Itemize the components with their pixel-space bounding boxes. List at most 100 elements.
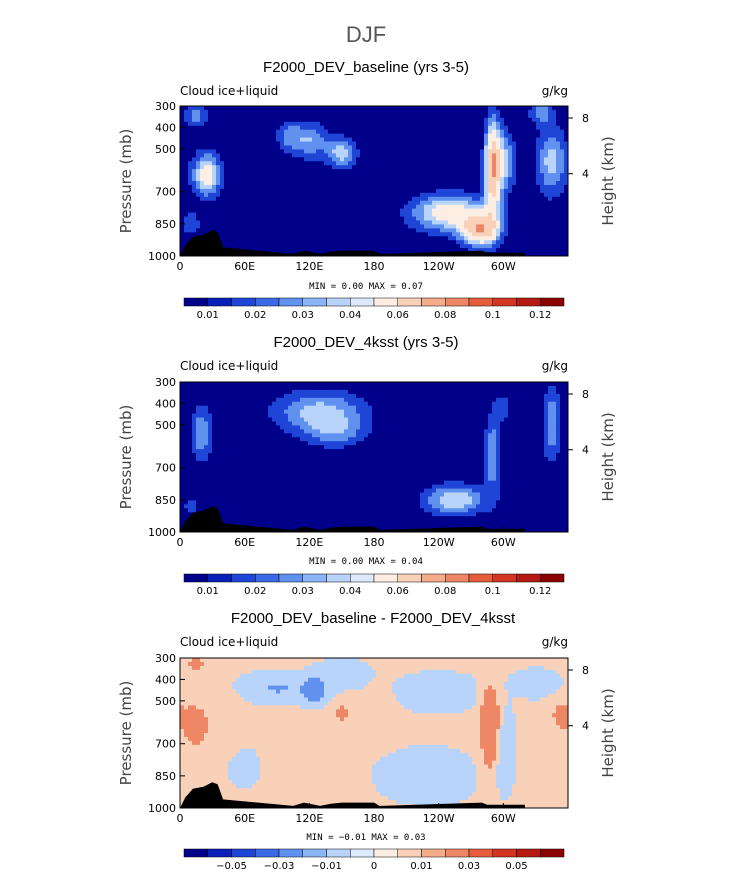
heatmap-cell <box>468 125 473 131</box>
heatmap-cell <box>328 200 333 206</box>
heatmap-cell <box>536 382 541 387</box>
heatmap-cell <box>464 109 469 115</box>
heatmap-cell <box>396 397 401 403</box>
heatmap-cell <box>508 385 513 391</box>
heatmap-cell <box>300 181 305 186</box>
heatmap-cell <box>328 204 333 210</box>
heatmap-cell <box>400 232 405 237</box>
heatmap-cell <box>412 228 417 233</box>
heatmap-cell <box>524 184 529 190</box>
heatmap-cell <box>556 385 561 391</box>
heatmap-cell <box>432 145 437 150</box>
heatmap-cell <box>328 401 333 407</box>
heatmap-cell <box>268 393 273 399</box>
heatmap-cell <box>332 200 337 206</box>
heatmap-cell <box>384 393 389 399</box>
heatmap-cell <box>316 121 321 127</box>
heatmap-cell <box>488 117 493 123</box>
heatmap-cell <box>524 113 529 119</box>
heatmap-cell <box>400 397 405 403</box>
heatmap-cell <box>564 109 569 115</box>
heatmap-cell <box>396 405 401 411</box>
heatmap-cell <box>200 196 205 202</box>
heatmap-cell <box>552 109 557 115</box>
heatmap-cell <box>380 137 385 142</box>
heatmap-cell <box>272 413 277 418</box>
heatmap-cell <box>336 141 341 146</box>
heatmap-cell <box>440 393 445 399</box>
heatmap-cell <box>544 244 549 249</box>
heatmap-cell <box>368 188 373 194</box>
heatmap-cell <box>260 397 265 403</box>
heatmap-cell <box>548 113 553 119</box>
heatmap-cell <box>516 145 521 150</box>
heatmap-cell <box>392 393 397 399</box>
heatmap-cell <box>428 141 433 146</box>
heatmap-cell <box>304 204 309 210</box>
heatmap-cell <box>212 161 217 166</box>
heatmap-cell <box>212 137 217 142</box>
heatmap-cell <box>284 113 289 119</box>
heatmap-cell <box>444 141 449 146</box>
heatmap-cell <box>308 200 313 206</box>
heatmap-cell <box>196 137 201 142</box>
heatmap-cell <box>464 244 469 249</box>
heatmap-cell <box>436 429 441 434</box>
heatmap-cell <box>352 106 357 111</box>
heatmap-cell <box>272 212 277 217</box>
heatmap-cell <box>340 165 345 170</box>
heatmap-cell <box>484 121 489 127</box>
heatmap-cell <box>484 165 489 170</box>
heatmap-cell <box>368 405 373 411</box>
heatmap-cell <box>248 232 253 237</box>
colorbar-label: 0.08 <box>434 310 456 321</box>
heatmap-cell <box>392 129 397 135</box>
heatmap-cell <box>548 173 553 178</box>
heatmap-cell <box>504 228 509 233</box>
heatmap-cell <box>504 212 509 217</box>
heatmap-cell <box>288 405 293 411</box>
heatmap-cell <box>224 421 229 426</box>
heatmap-cell <box>472 153 477 158</box>
heatmap-cell <box>516 200 521 206</box>
heatmap-cell <box>332 149 337 154</box>
heatmap-cell <box>236 153 241 158</box>
heatmap-cell <box>480 161 485 166</box>
heatmap-cell <box>528 109 533 115</box>
heatmap-cell <box>300 208 305 213</box>
heatmap-cell <box>480 204 485 210</box>
heatmap-cell <box>516 397 521 403</box>
heatmap-cell <box>492 181 497 186</box>
heatmap-cell <box>188 413 193 418</box>
heatmap-cell <box>208 220 213 225</box>
heatmap-cell <box>552 169 557 174</box>
heatmap-cell <box>460 181 465 186</box>
heatmap-cell <box>384 113 389 119</box>
heatmap-cell <box>424 153 429 158</box>
heatmap-cell <box>412 129 417 135</box>
heatmap-cell <box>516 157 521 162</box>
heatmap-cell <box>312 188 317 194</box>
heatmap-cell <box>212 393 217 399</box>
heatmap-cell <box>364 113 369 119</box>
heatmap-cell <box>320 121 325 127</box>
heatmap-cell <box>280 181 285 186</box>
heatmap-cell <box>372 232 377 237</box>
heatmap-cell <box>392 413 397 418</box>
heatmap-cell <box>344 232 349 237</box>
heatmap-cell <box>300 409 305 414</box>
heatmap-cell <box>292 393 297 399</box>
heatmap-cell <box>352 204 357 210</box>
heatmap-cell <box>248 385 253 391</box>
heatmap-cell <box>368 236 373 241</box>
heatmap-cell <box>516 169 521 174</box>
heatmap-cell <box>400 385 405 391</box>
heatmap-cell <box>508 173 513 178</box>
heatmap-cell <box>472 382 477 387</box>
heatmap-cell <box>468 192 473 198</box>
heatmap-cell <box>564 421 569 426</box>
heatmap-cell <box>560 204 565 210</box>
heatmap-cell <box>432 429 437 434</box>
heatmap-cell <box>424 385 429 391</box>
heatmap-cell <box>396 153 401 158</box>
